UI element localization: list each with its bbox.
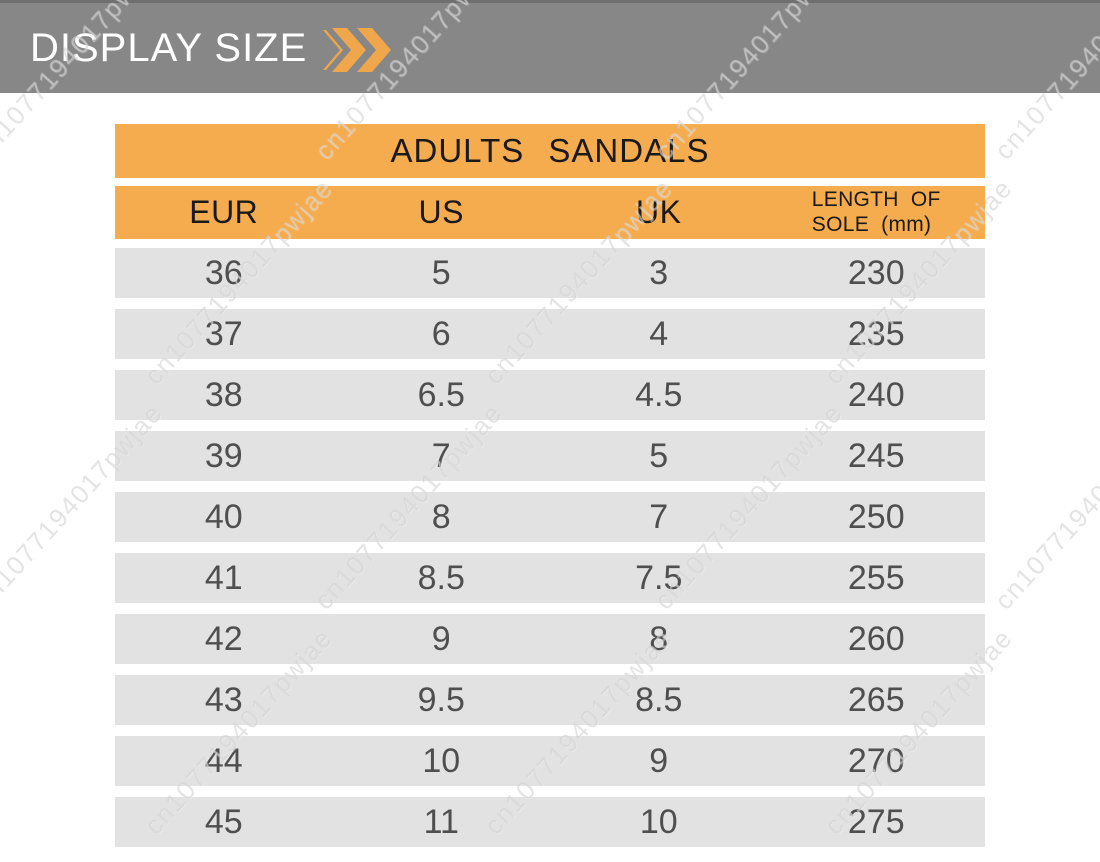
table-cell: 4 bbox=[649, 314, 669, 353]
length-label-line1: LENGTH OF bbox=[811, 187, 941, 211]
column-header-us: US bbox=[418, 194, 464, 230]
table-cell: 255 bbox=[847, 558, 905, 597]
table-cell: 265 bbox=[847, 680, 905, 719]
table-cell: 39 bbox=[204, 436, 243, 475]
table-cell: 5 bbox=[431, 253, 451, 292]
table-cell: 8 bbox=[431, 497, 451, 536]
table-cell: 8.5 bbox=[635, 680, 683, 719]
table-cell: 36 bbox=[204, 253, 243, 292]
table-cell: 7 bbox=[649, 497, 669, 536]
double-chevron-right-icon bbox=[323, 28, 392, 72]
table-cell: 9 bbox=[649, 741, 669, 780]
column-header-uk: UK bbox=[636, 194, 682, 230]
table-cell: 45 bbox=[204, 802, 243, 841]
table-cell: 11 bbox=[423, 802, 459, 841]
table-cell: 10 bbox=[639, 802, 678, 841]
column-header-eur: EUR bbox=[189, 194, 259, 230]
table-cell: 260 bbox=[847, 619, 905, 658]
table-row: 45 11 10 275 bbox=[115, 797, 985, 847]
table-body: 36 5 3 230 37 6 4 235 38 6.5 4.5 240 39 7 5 245 40 8 7 250 4… bbox=[115, 248, 985, 847]
table-cell: 3 bbox=[649, 253, 669, 292]
table-row: 37 6 4 235 bbox=[115, 309, 985, 359]
table-cell: 7.5 bbox=[635, 558, 683, 597]
table-header-row: EUR US UK LENGTH OF SOLE (mm) bbox=[115, 186, 985, 239]
table-cell: 44 bbox=[204, 741, 243, 780]
length-label-line2: SOLE (mm) bbox=[811, 212, 932, 236]
table-cell: 240 bbox=[847, 375, 905, 414]
size-chart-table: ADULTS SANDALS EUR US UK LENGTH OF SOLE … bbox=[115, 124, 985, 847]
table-cell: 8.5 bbox=[417, 558, 465, 597]
table-cell: 235 bbox=[847, 314, 905, 353]
table-cell: 41 bbox=[204, 558, 243, 597]
table-row: 41 8.5 7.5 255 bbox=[115, 553, 985, 603]
table-cell: 9.5 bbox=[417, 680, 465, 719]
table-cell: 7 bbox=[431, 436, 451, 475]
column-header-length-of-sole: LENGTH OF SOLE (mm) bbox=[768, 186, 986, 239]
header-banner: DISPLAY SIZE bbox=[0, 0, 1100, 93]
table-cell: 42 bbox=[204, 619, 243, 658]
table-row: 42 9 8 260 bbox=[115, 614, 985, 664]
table-title: ADULTS SANDALS bbox=[115, 124, 985, 178]
page-title: DISPLAY SIZE bbox=[30, 25, 308, 70]
table-row: 38 6.5 4.5 240 bbox=[115, 370, 985, 420]
table-cell: 245 bbox=[847, 436, 905, 475]
table-row: 40 8 7 250 bbox=[115, 492, 985, 542]
table-cell: 6.5 bbox=[417, 375, 465, 414]
table-cell: 10 bbox=[422, 741, 461, 780]
table-row: 39 7 5 245 bbox=[115, 431, 985, 481]
table-row: 43 9.5 8.5 265 bbox=[115, 675, 985, 725]
table-cell: 250 bbox=[847, 497, 905, 536]
watermark-text: cn1077194017pwjae bbox=[988, 397, 1100, 616]
table-row: 36 5 3 230 bbox=[115, 248, 985, 298]
table-cell: 230 bbox=[847, 253, 905, 292]
table-cell: 5 bbox=[649, 436, 669, 475]
table-cell: 43 bbox=[204, 680, 243, 719]
table-cell: 4.5 bbox=[635, 375, 683, 414]
table-cell: 38 bbox=[204, 375, 243, 414]
table-row: 44 10 9 270 bbox=[115, 736, 985, 786]
table-cell: 6 bbox=[431, 314, 451, 353]
table-cell: 270 bbox=[847, 741, 905, 780]
length-of-sole-label: LENGTH OF SOLE (mm) bbox=[812, 188, 941, 238]
table-cell: 275 bbox=[847, 802, 905, 841]
table-cell: 9 bbox=[431, 619, 451, 658]
table-cell: 40 bbox=[204, 497, 243, 536]
table-cell: 37 bbox=[204, 314, 243, 353]
table-cell: 8 bbox=[649, 619, 669, 658]
